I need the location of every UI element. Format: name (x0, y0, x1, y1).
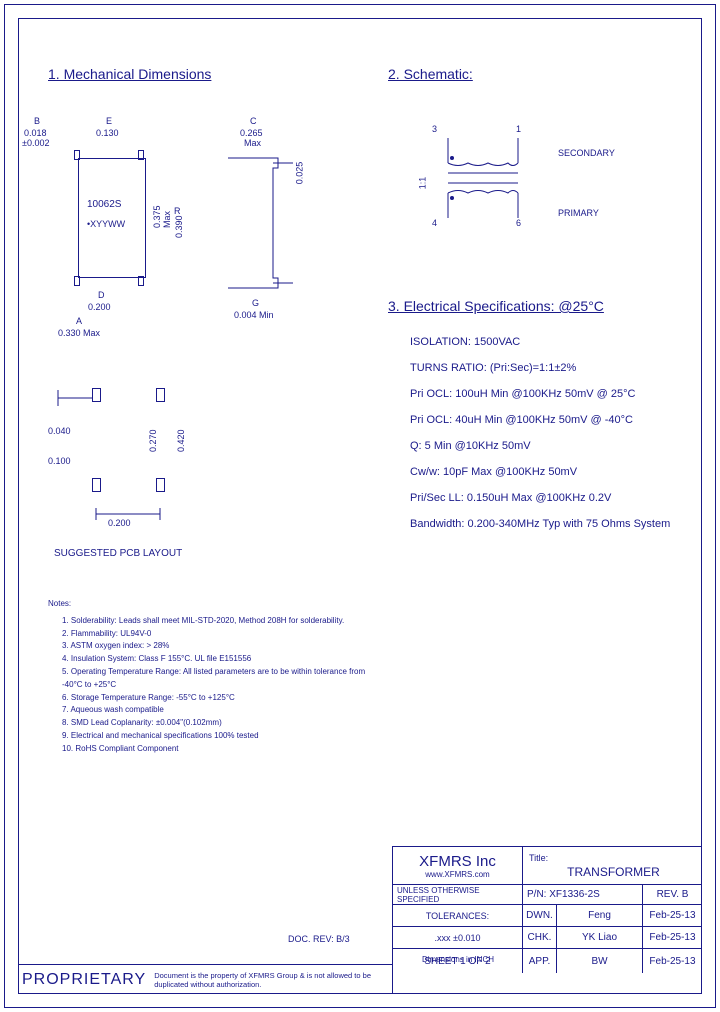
spec-line: Bandwidth: 0.200-340MHz Typ with 75 Ohms… (410, 518, 690, 530)
note-line: 10. RoHS Compliant Component (62, 743, 368, 756)
sch-primary: PRIMARY (558, 208, 599, 218)
rev-label: REV. (657, 889, 679, 900)
chk-label: CHK. (523, 927, 557, 948)
pn-label: P/N: (527, 889, 546, 900)
dim-E: E (106, 116, 112, 126)
sheet-label: SHEET 1 OF 2 (393, 949, 523, 973)
dim-B: B (34, 116, 40, 126)
pin (74, 150, 80, 160)
dim-height: 0.375 (152, 205, 162, 228)
dim-D: D (98, 290, 105, 300)
pcb-040: 0.040 (48, 426, 71, 436)
dim-Rv: 0.390 (174, 215, 184, 238)
sch-p1: 1 (516, 124, 521, 134)
pin (138, 150, 144, 160)
dim-Bv: 0.018 (24, 128, 47, 138)
sch-secondary: SECONDARY (558, 148, 615, 158)
dim-Cside: 0.025 (294, 162, 304, 185)
spec-line: Pri OCL: 40uH Min @100KHz 50mV @ -40°C (410, 414, 690, 426)
spec-line: TURNS RATIO: (Pri:Sec)=1:1±2% (410, 362, 690, 374)
dim-Btol: ±0.002 (22, 138, 49, 148)
dim-A: A (76, 316, 82, 326)
spec-line: Pri/Sec LL: 0.150uH Max @100KHz 0.2V (410, 492, 690, 504)
date-code: •XYYWW (87, 219, 125, 229)
spec-line: Cw/w: 10pF Max @100KHz 50mV (410, 466, 690, 478)
doc-rev: DOC. REV: B/3 (288, 934, 350, 944)
part-number: 10062S (87, 199, 121, 210)
sch-p4: 4 (432, 218, 437, 228)
pn-value: XF1336-2S (549, 889, 600, 900)
spec-line: ISOLATION: 1500VAC (410, 336, 690, 348)
note-line: 1. Solderability: Leads shall meet MIL-S… (62, 615, 368, 628)
dim-Dv: 0.200 (88, 302, 111, 312)
proprietary-label: PROPRIETARY (22, 971, 146, 989)
dim-C: C (250, 116, 257, 126)
app-label: APP. (523, 949, 557, 973)
pcb-420: 0.420 (176, 429, 186, 452)
app-value: BW (557, 949, 643, 973)
dwn-value: Feng (557, 905, 643, 926)
note-line: 2. Flammability: UL94V-0 (62, 628, 368, 641)
notes-title: Notes: (48, 598, 368, 611)
note-line: 7. Aqueous wash compatible (62, 704, 368, 717)
sch-ratio: 1:1 (417, 177, 427, 190)
dim-G: G (252, 298, 259, 308)
dim-Ev: 0.130 (96, 128, 119, 138)
spec-line: Q: 5 Min @10KHz 50mV (410, 440, 690, 452)
pin (138, 276, 144, 286)
dim-Gv: 0.004 Min (234, 310, 274, 320)
uos-label: UNLESS OTHERWISE SPECIFIED (393, 885, 523, 904)
side-profile (218, 138, 298, 318)
notes-block: Notes: 1. Solderability: Leads shall mee… (48, 598, 368, 756)
dwn-label: DWN. (523, 905, 557, 926)
title-value: TRANSFORMER (567, 865, 660, 879)
company-name: XFMRS Inc (419, 853, 496, 870)
pin (74, 276, 80, 286)
rev-value: B (682, 889, 689, 900)
sch-p3: 3 (432, 124, 437, 134)
company-url: www.XFMRS.com (425, 870, 489, 879)
proprietary-block: PROPRIETARY Document is the property of … (18, 964, 392, 994)
sch-p6: 6 (516, 218, 521, 228)
pcb-layout: 0.040 0.100 0.270 0.420 0.200 (48, 378, 218, 538)
proprietary-text: Document is the property of XFMRS Group … (154, 971, 388, 989)
note-line: 6. Storage Temperature Range: -55°C to +… (62, 692, 368, 705)
dwn-date: Feb-25-13 (643, 905, 702, 926)
title-block: XFMRS Inc www.XFMRS.com Title: TRANSFORM… (392, 846, 702, 994)
dim-heightMax: Max (162, 211, 172, 228)
drawing-content: 1. Mechanical Dimensions 2. Schematic: 3… (18, 18, 702, 994)
note-line: 3. ASTM oxygen index: > 28% (62, 640, 368, 653)
dim-Cv: 0.265 (240, 128, 263, 138)
section-3-title: 3. Electrical Specifications: @25°C (388, 298, 604, 314)
pcb-200: 0.200 (108, 518, 131, 528)
pcb-270: 0.270 (148, 429, 158, 452)
pcb-label: SUGGESTED PCB LAYOUT (54, 548, 182, 559)
component-top-view: 10062S •XYYWW (78, 158, 146, 278)
electrical-specs: ISOLATION: 1500VAC TURNS RATIO: (Pri:Sec… (410, 336, 690, 544)
schematic-svg (408, 118, 658, 238)
tol-value: .xxx ±0.010 (393, 927, 523, 948)
note-line: 4. Insulation System: Class F 155°C. UL … (62, 653, 368, 666)
note-line: 5. Operating Temperature Range: All list… (62, 666, 368, 692)
chk-date: Feb-25-13 (643, 927, 702, 948)
section-2-title: 2. Schematic: (388, 66, 473, 82)
app-date: Feb-25-13 (643, 949, 702, 973)
title-label: Title: (529, 853, 548, 863)
note-line: 8. SMD Lead Coplanarity: ±0.004"(0.102mm… (62, 717, 368, 730)
dim-Av: 0.330 Max (58, 328, 100, 338)
spec-line: Pri OCL: 100uH Min @100KHz 50mV @ 25°C (410, 388, 690, 400)
note-line: 9. Electrical and mechanical specificati… (62, 730, 368, 743)
section-1-title: 1. Mechanical Dimensions (48, 66, 211, 82)
dim-Cmax: Max (244, 138, 261, 148)
chk-value: YK Liao (557, 927, 643, 948)
tol-label: TOLERANCES: (393, 905, 523, 926)
pcb-100: 0.100 (48, 456, 71, 466)
